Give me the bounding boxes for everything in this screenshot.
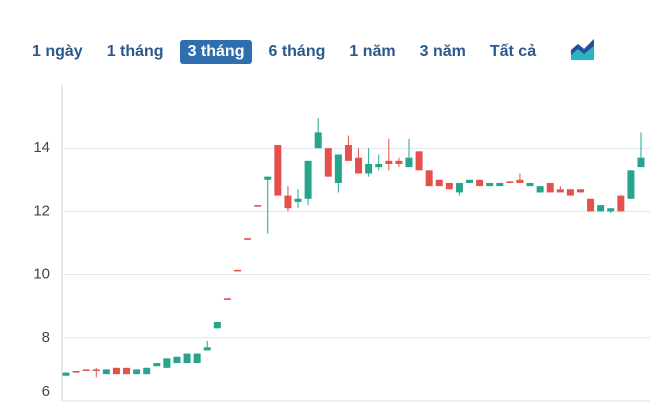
y-tick-label: 14 xyxy=(33,139,50,156)
candle-body xyxy=(284,195,292,209)
candle-body xyxy=(597,205,605,212)
candle-body xyxy=(183,353,191,364)
candle-body xyxy=(587,198,595,212)
candle-body xyxy=(254,205,262,207)
y-tick-label: 8 xyxy=(42,329,50,346)
candle-body xyxy=(365,164,373,174)
candle-body xyxy=(143,367,151,375)
candle-body xyxy=(566,189,574,196)
candle-body xyxy=(92,369,100,371)
candle-body xyxy=(385,160,393,164)
candle-body xyxy=(536,186,544,193)
range-tab[interactable]: 6 tháng xyxy=(268,43,326,60)
candle-body xyxy=(193,353,201,364)
candle-body xyxy=(244,238,252,240)
candle-body xyxy=(62,372,70,376)
range-tab[interactable]: 3 năm xyxy=(419,43,466,60)
candle-body xyxy=(334,154,342,183)
candle-body xyxy=(324,148,332,177)
candle-body xyxy=(314,132,322,149)
candle-body xyxy=(405,157,413,168)
candle-body xyxy=(375,164,383,168)
candle-body xyxy=(466,179,474,183)
candle-body xyxy=(294,198,302,202)
candle-body xyxy=(486,182,494,187)
candle-body xyxy=(133,369,141,375)
candle-body xyxy=(102,369,110,375)
range-tabs: 1 ngày 1 tháng 3 tháng 6 tháng 1 năm 3 năm Tất… xyxy=(24,40,544,64)
candle-body xyxy=(415,151,423,171)
candle-body xyxy=(445,182,453,190)
candle-body xyxy=(112,367,120,375)
candle-body xyxy=(123,367,131,375)
candle-body xyxy=(223,298,231,300)
candle-body xyxy=(355,157,363,174)
chart-type-icon[interactable] xyxy=(570,38,596,62)
candle-body xyxy=(516,179,524,183)
candle-body xyxy=(203,347,211,351)
candle-body xyxy=(153,363,161,367)
range-tab[interactable]: Tất cả xyxy=(489,43,537,60)
candle-body xyxy=(506,181,514,183)
candle-body xyxy=(455,182,463,193)
range-tab[interactable]: 3 tháng xyxy=(179,40,253,64)
candle-body xyxy=(607,208,615,212)
candle-body xyxy=(435,179,443,187)
y-tick-label: 12 xyxy=(33,202,50,219)
candle-body xyxy=(476,179,484,187)
candle-body xyxy=(627,170,635,199)
range-tab[interactable]: 1 ngày xyxy=(32,43,83,60)
candle-body xyxy=(576,189,584,193)
candle-body xyxy=(233,269,241,272)
range-tab[interactable]: 1 tháng xyxy=(106,43,164,60)
candle-body xyxy=(395,160,403,164)
candle-body xyxy=(274,145,282,196)
candle-body xyxy=(173,356,181,364)
candle-body xyxy=(556,189,564,193)
candle-body xyxy=(546,182,554,193)
candle-body xyxy=(264,176,272,180)
candle-body xyxy=(526,182,534,187)
candle-body xyxy=(344,145,352,161)
candle-body xyxy=(72,370,80,373)
candle-body xyxy=(637,157,645,168)
candle-body xyxy=(425,170,433,187)
candle-body xyxy=(82,369,90,371)
icon-line xyxy=(571,39,594,55)
y-tick-label: 6 xyxy=(42,383,50,400)
candle-body xyxy=(163,358,171,368)
range-tab[interactable]: 1 năm xyxy=(349,43,396,60)
candle-body xyxy=(617,195,625,212)
candle-body xyxy=(213,322,221,329)
y-tick-label: 10 xyxy=(33,266,50,283)
candle-body xyxy=(496,182,504,187)
candle-body xyxy=(304,160,312,199)
